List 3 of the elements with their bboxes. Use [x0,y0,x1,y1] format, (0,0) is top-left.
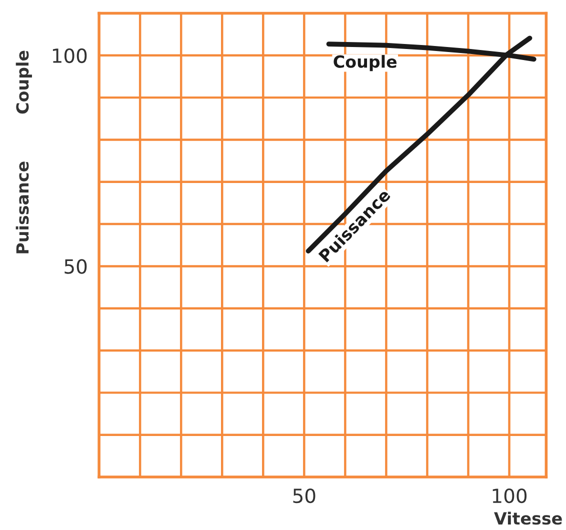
series-label: Couple [334,54,397,72]
x-axis-title: Vitesse [494,512,562,525]
y-axis-title: Puissance Couple [16,50,32,254]
